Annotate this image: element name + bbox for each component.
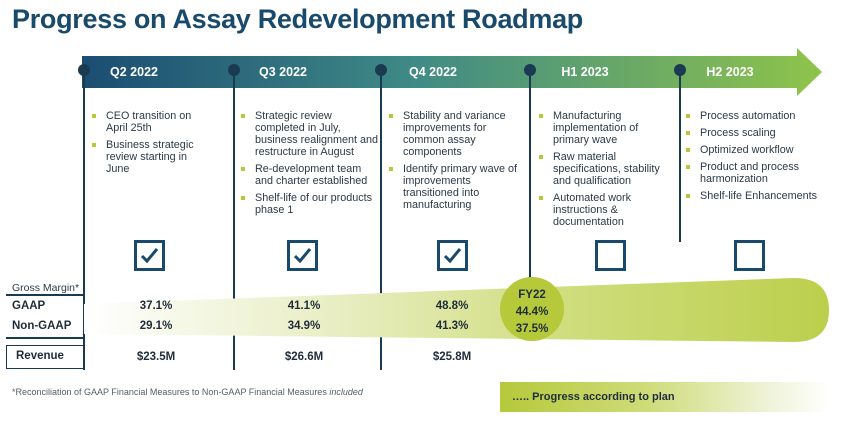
bullet-item: CEO transition on April 25th (92, 110, 212, 134)
fy22-gaap-value: 44.4% (515, 306, 549, 318)
column-q4-2022: Stability and variance improvements for … (389, 110, 521, 216)
column-h1-2023: Manufacturing implementation of primary … (539, 110, 677, 233)
bullet-item: Automated work instructions & documentat… (539, 192, 677, 228)
fy22-circle (500, 277, 564, 341)
divider-line (233, 70, 235, 370)
timeline-dot (674, 64, 686, 76)
timeline-dot (78, 64, 90, 76)
revenue-value: $25.8M (432, 351, 472, 363)
fy22-label: FY22 (518, 289, 546, 301)
column-q2-2022: CEO transition on April 25th Business st… (92, 110, 212, 180)
legend-text: ….. Progress according to plan (512, 391, 675, 403)
period-q2-2022: Q2 2022 (110, 65, 158, 79)
progress-wedge (84, 278, 829, 342)
non-gaap-value: 41.3% (435, 320, 469, 332)
divider-line (83, 70, 85, 370)
non-gaap-label: Non-GAAP (12, 320, 72, 332)
column-h2-2023: Process automation Process scaling Optim… (686, 110, 826, 207)
bullet-item: Raw material specifications, stability a… (539, 151, 677, 187)
period-q4-2022: Q4 2022 (409, 65, 457, 79)
revenue-value: $26.6M (284, 351, 324, 363)
period-h1-2023: H1 2023 (561, 65, 609, 79)
period-h2-2023: H2 2023 (706, 65, 754, 79)
gaap-value: 37.1% (139, 300, 173, 312)
row-divider (6, 294, 84, 296)
bullet-item: Business strategic review starting in Ju… (92, 139, 212, 175)
gross-margin-label: Gross Margin* (12, 282, 80, 294)
bullet-item: Manufacturing implementation of primary … (539, 110, 677, 146)
divider-line (679, 70, 681, 242)
checkbox-checked-icon (287, 240, 318, 271)
gaap-value: 48.8% (435, 300, 469, 312)
checkbox-empty-icon (734, 240, 765, 271)
footnote: *Reconciliation of GAAP Financial Measur… (12, 387, 363, 397)
bullet-item: Strategic review completed in July, busi… (241, 110, 379, 158)
bullet-item: Product and process harmonization (686, 161, 826, 185)
bullet-item: Shelf-life of our products phase 1 (241, 192, 379, 216)
row-divider (6, 337, 84, 339)
timeline-dot (228, 64, 240, 76)
non-gaap-value: 29.1% (139, 320, 173, 332)
bullet-item: Optimized workflow (686, 144, 826, 156)
timeline-arrow (82, 48, 822, 96)
revenue-value: $23.5M (136, 351, 176, 363)
checkbox-checked-icon (437, 240, 468, 271)
period-q3-2022: Q3 2022 (259, 65, 307, 79)
bullet-item: Stability and variance improvements for … (389, 110, 521, 158)
checkbox-empty-icon (595, 240, 626, 271)
gaap-label: GAAP (12, 300, 46, 312)
gaap-value: 41.1% (287, 300, 321, 312)
timeline-dot (375, 64, 387, 76)
bullet-item: Re-development team and charter establis… (241, 163, 379, 187)
footnote-italic: included (329, 387, 363, 397)
legend-bar: ….. Progress according to plan (500, 382, 830, 412)
divider-line (529, 70, 531, 280)
footnote-text: *Reconciliation of GAAP Financial Measur… (12, 387, 327, 397)
timeline-dot (524, 64, 536, 76)
bullet-item: Process automation (686, 110, 826, 122)
bullet-item: Process scaling (686, 127, 826, 139)
fy22-non-gaap-value: 37.5% (515, 323, 549, 335)
divider-line (380, 70, 382, 370)
bullet-item: Identify primary wave of improvements tr… (389, 163, 521, 211)
page-title: Progress on Assay Redevelopment Roadmap (12, 4, 583, 34)
checkbox-checked-icon (134, 240, 165, 271)
revenue-label-box (6, 345, 84, 369)
column-q3-2022: Strategic review completed in July, busi… (241, 110, 379, 221)
non-gaap-value: 34.9% (287, 320, 321, 332)
bullet-item: Shelf-life Enhancements (686, 190, 826, 202)
revenue-label: Revenue (16, 350, 64, 362)
